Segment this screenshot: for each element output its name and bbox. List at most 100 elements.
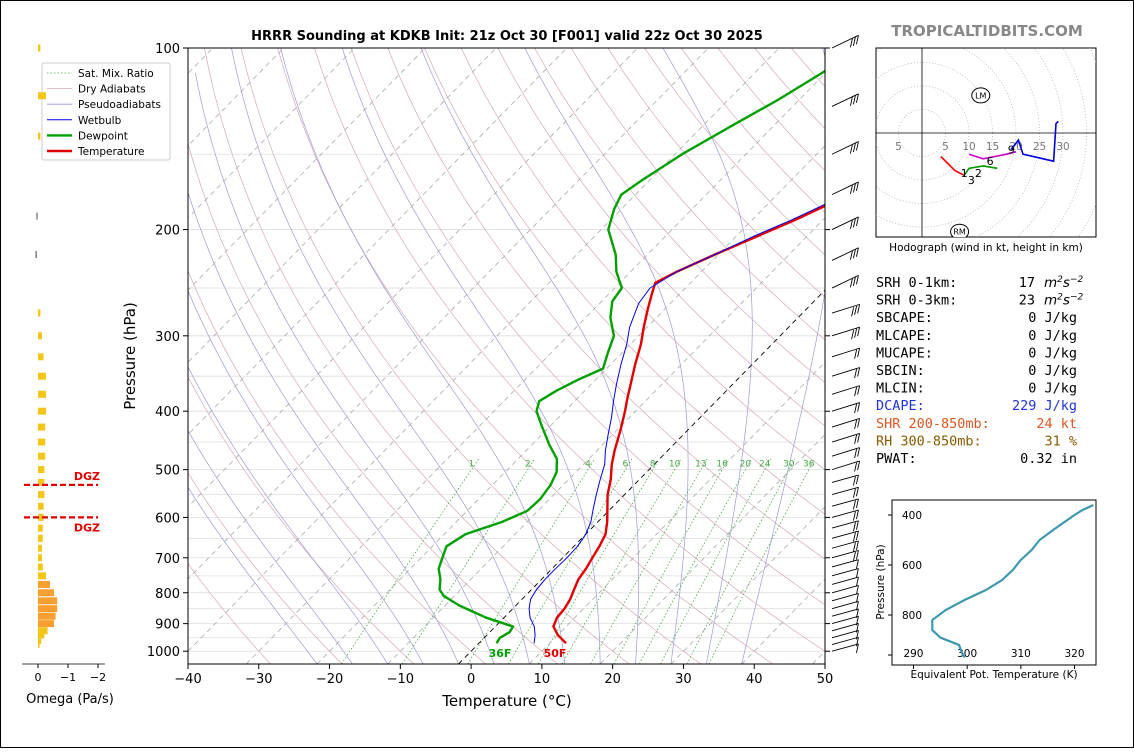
theta-e-xlabel: Equivalent Pot. Temperature (K) xyxy=(910,669,1077,681)
legend-label: Wetbulb xyxy=(78,115,122,127)
omega-bar xyxy=(38,613,56,620)
omega-bar xyxy=(38,92,46,99)
stat-label: SBCIN: xyxy=(876,363,925,379)
omega-bar xyxy=(38,597,57,604)
stat-label: RH 300-850mb: xyxy=(876,433,982,449)
mixing-ratio-label: 20 xyxy=(740,460,752,470)
omega-bar xyxy=(38,491,44,498)
legend-label: Pseudoadiabats xyxy=(78,99,161,111)
hodograph-height-label: 1 xyxy=(961,167,968,180)
y-tick-label: 900 xyxy=(155,618,180,633)
y-tick-label: 400 xyxy=(155,405,180,420)
legend-label: Sat. Mix. Ratio xyxy=(78,68,154,80)
mixing-ratio-label: 6 xyxy=(622,460,628,470)
omega-tick-label: −1 xyxy=(60,671,76,684)
omega-bar xyxy=(38,373,46,380)
omega-bar xyxy=(38,466,44,473)
x-tick-label: 50 xyxy=(817,672,834,687)
legend-label: Dewpoint xyxy=(78,130,128,142)
omega-bar xyxy=(38,408,46,415)
omega-tick-label: 0 xyxy=(35,671,42,684)
storm-motion-label-lm: LM xyxy=(975,91,986,100)
theta-e-y-tick-label: 800 xyxy=(902,610,922,622)
stat-value: 0 J/kg xyxy=(1028,310,1077,326)
stat-value: 229 J/kg xyxy=(1012,398,1077,414)
omega-bar xyxy=(38,554,42,561)
mixing-ratio-label: 4 xyxy=(585,460,591,470)
omega-tick-label: −2 xyxy=(90,671,106,684)
skewt-xlabel: Temperature (°C) xyxy=(441,692,571,710)
theta-e-y-tick-label: 400 xyxy=(902,510,922,522)
figure-title: HRRR Sounding at KDKB Init: 21z Oct 30 [… xyxy=(251,29,763,44)
x-tick-label: −10 xyxy=(387,672,414,687)
stat-label: SRH 0-3km: xyxy=(876,293,957,309)
omega-bar xyxy=(38,605,57,612)
stat-value: 0 J/kg xyxy=(1028,345,1077,361)
x-tick-label: −40 xyxy=(174,672,201,687)
legend-label: Dry Adiabats xyxy=(78,84,146,96)
stat-label: SRH 0-1km: xyxy=(876,275,957,291)
mixing-ratio-label: 16 xyxy=(716,460,728,470)
stat-value: 17 xyxy=(1019,275,1035,291)
omega-bar xyxy=(38,133,40,140)
mixing-ratio-label: 1 xyxy=(469,460,475,470)
mixing-ratio-label: 10 xyxy=(669,460,681,470)
omega-bar xyxy=(38,45,40,52)
omega-xlabel: Omega (Pa/s) xyxy=(26,692,114,707)
mixing-ratio-label: 8 xyxy=(650,460,656,470)
surface-temp-label: 50F xyxy=(544,647,567,660)
omega-bar xyxy=(38,535,43,542)
stat-label: MUCAPE: xyxy=(876,345,933,361)
omega-bar xyxy=(38,620,54,627)
x-tick-label: 0 xyxy=(467,672,475,687)
skewt-ylabel: Pressure (hPa) xyxy=(121,302,139,410)
omega-bar xyxy=(38,572,46,579)
omega-bar xyxy=(38,332,42,339)
stat-label: MLCAPE: xyxy=(876,328,933,344)
mixing-ratio-label: 2 xyxy=(525,460,531,470)
hodograph-ring-label: 30 xyxy=(1056,141,1069,153)
hodograph-ring-label: 5 xyxy=(895,141,902,153)
theta-e-ylabel: Pressure (hPa) xyxy=(875,544,887,619)
stat-label: SHR 200-850mb: xyxy=(876,416,990,432)
omega-bar xyxy=(38,545,42,552)
y-tick-label: 200 xyxy=(155,224,180,239)
y-tick-label: 300 xyxy=(155,330,180,345)
mixing-ratio-label: 36 xyxy=(803,460,815,470)
omega-bar xyxy=(38,353,44,360)
omega-bar xyxy=(36,213,38,220)
stat-value: 24 kt xyxy=(1036,416,1077,432)
theta-e-x-tick-label: 310 xyxy=(1011,648,1031,660)
stat-value: 31 % xyxy=(1044,433,1077,449)
stat-value: 0 J/kg xyxy=(1028,381,1077,397)
y-tick-label: 500 xyxy=(155,464,180,479)
omega-bar xyxy=(38,525,43,532)
y-tick-label: 700 xyxy=(155,552,180,567)
omega-bar xyxy=(38,439,45,446)
y-tick-label: 1000 xyxy=(147,645,180,660)
mixing-ratio-label: 30 xyxy=(783,460,795,470)
surface-dewpoint-label: 36F xyxy=(489,647,512,660)
hodograph-height-label: 9 xyxy=(1008,143,1015,156)
hodograph-ring-label: 5 xyxy=(942,141,949,153)
y-tick-label: 600 xyxy=(155,511,180,526)
stat-value: 0.32 in xyxy=(1020,451,1077,467)
omega-bar xyxy=(38,391,46,398)
omega-bar xyxy=(35,251,37,258)
omega-bar xyxy=(38,627,48,634)
x-tick-label: 40 xyxy=(746,672,763,687)
legend: Sat. Mix. Ratio Dry Adiabats Pseudoadiabat… xyxy=(42,63,170,160)
hodograph-ring-label: 10 xyxy=(962,141,975,153)
hodograph-height-label: 2 xyxy=(975,167,982,180)
theta-e-y-tick-label: 600 xyxy=(902,560,922,572)
omega-bar xyxy=(38,581,50,588)
omega-bar xyxy=(38,453,45,460)
legend-label: Temperature xyxy=(77,146,145,158)
hodograph-height-label: 3 xyxy=(968,174,975,187)
x-tick-label: 10 xyxy=(534,672,551,687)
x-tick-label: 20 xyxy=(604,672,621,687)
theta-e-x-tick-label: 320 xyxy=(1065,648,1085,660)
stat-value: 23 xyxy=(1019,293,1035,309)
